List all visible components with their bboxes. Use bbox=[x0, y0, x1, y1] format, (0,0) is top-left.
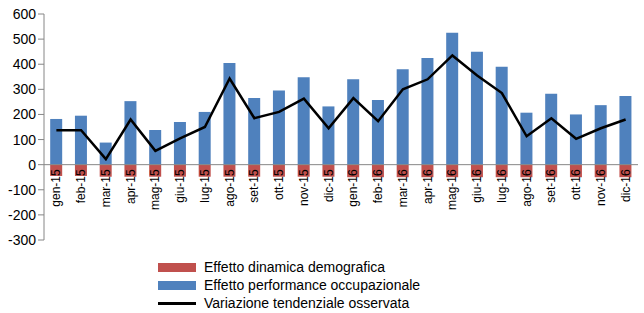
svg-text:mag-15: mag-15 bbox=[148, 169, 162, 210]
svg-text:ago-16: ago-16 bbox=[520, 169, 534, 207]
svg-text:0: 0 bbox=[28, 157, 36, 173]
svg-text:300: 300 bbox=[13, 81, 37, 97]
svg-text:mar-15: mar-15 bbox=[99, 169, 113, 207]
svg-text:mag-16: mag-16 bbox=[445, 169, 459, 210]
svg-text:ott-15: ott-15 bbox=[272, 169, 286, 200]
svg-text:nov-16: nov-16 bbox=[594, 169, 608, 206]
html-text:Effetto performance occupazion: Effetto performance occupazionale bbox=[204, 277, 421, 293]
svg-text:ago-15: ago-15 bbox=[223, 169, 237, 207]
svg-text:gen-15: gen-15 bbox=[49, 169, 63, 207]
html-text:Variazione tendenziale osserva: Variazione tendenziale osservata bbox=[204, 295, 410, 311]
svg-text:apr-15: apr-15 bbox=[124, 169, 138, 204]
svg-text:dic-15: dic-15 bbox=[322, 169, 336, 202]
html-text:Effetto dinamica demografica: Effetto dinamica demografica bbox=[204, 259, 386, 275]
svg-text:600: 600 bbox=[13, 6, 37, 22]
svg-text:400: 400 bbox=[13, 56, 37, 72]
svg-text:giu-15: giu-15 bbox=[173, 169, 187, 203]
svg-text:giu-16: giu-16 bbox=[470, 169, 484, 203]
svg-text:set-16: set-16 bbox=[544, 169, 558, 203]
svg-text:-300: -300 bbox=[8, 232, 36, 248]
svg-text:lug-15: lug-15 bbox=[198, 169, 212, 203]
svg-text:100: 100 bbox=[13, 132, 37, 148]
svg-text:set-15: set-15 bbox=[247, 169, 261, 203]
svg-text:feb-16: feb-16 bbox=[371, 169, 385, 203]
svg-text:apr-16: apr-16 bbox=[421, 169, 435, 204]
svg-text:500: 500 bbox=[13, 31, 37, 47]
svg-text:dic-16: dic-16 bbox=[619, 169, 633, 202]
svg-text:mar-16: mar-16 bbox=[396, 169, 410, 207]
svg-text:nov-15: nov-15 bbox=[297, 169, 311, 206]
svg-text:200: 200 bbox=[13, 106, 37, 122]
svg-text:gen-16: gen-16 bbox=[346, 169, 360, 207]
svg-text:lug-16: lug-16 bbox=[495, 169, 509, 203]
svg-text:feb-15: feb-15 bbox=[74, 169, 88, 203]
svg-text:-200: -200 bbox=[8, 207, 36, 223]
svg-text:-100: -100 bbox=[8, 182, 36, 198]
svg-text:ott-16: ott-16 bbox=[569, 169, 583, 200]
